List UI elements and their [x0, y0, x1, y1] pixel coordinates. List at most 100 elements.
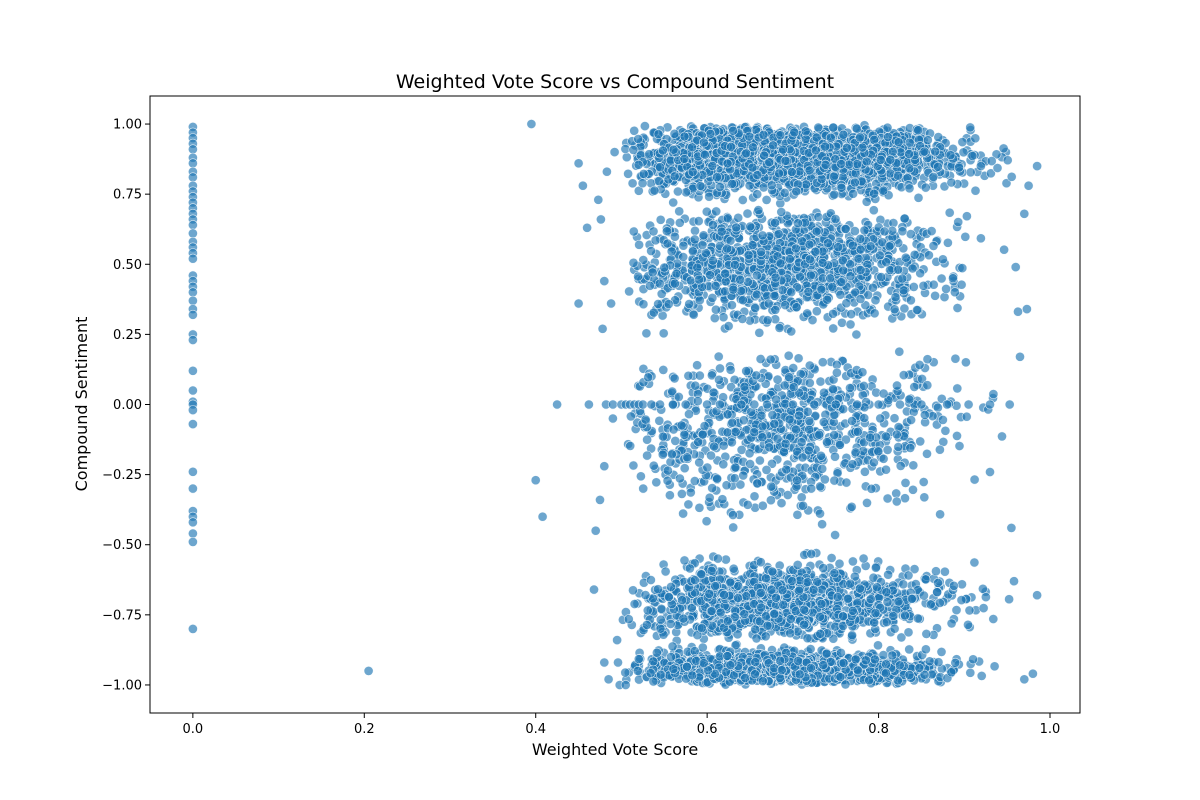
data-point: [626, 411, 636, 422]
data-point: [914, 359, 925, 370]
data-point: [815, 376, 826, 387]
data-point: [768, 140, 778, 151]
data-point: [628, 460, 639, 471]
data-point: [642, 434, 652, 445]
data-point: [922, 380, 933, 391]
data-point: [679, 131, 690, 142]
chart-title: Weighted Vote Score vs Compound Sentimen…: [396, 71, 834, 93]
data-point: [728, 522, 739, 533]
data-point: [1004, 594, 1014, 605]
data-point: [670, 278, 680, 289]
data-point: [988, 389, 999, 399]
data-point: [723, 321, 734, 331]
data-point: [752, 270, 762, 281]
data-point: [761, 464, 772, 475]
data-point: [720, 286, 730, 297]
data-point: [825, 273, 836, 284]
data-point: [893, 264, 904, 275]
data-point: [811, 226, 822, 237]
data-point: [738, 295, 748, 305]
data-point: [850, 177, 860, 188]
data-point: [642, 450, 652, 461]
data-point: [866, 483, 877, 494]
data-point: [774, 168, 784, 179]
data-point: [855, 233, 866, 244]
data-point: [709, 441, 719, 452]
data-point: [658, 328, 669, 339]
data-point: [779, 446, 789, 457]
data-point: [749, 491, 760, 502]
data-point: [847, 416, 857, 426]
data-point: [861, 196, 872, 207]
data-point: [643, 372, 654, 383]
data-point: [900, 493, 910, 504]
data-point: [825, 132, 836, 143]
data-point: [701, 206, 712, 217]
data-point: [638, 483, 649, 494]
data-point: [957, 137, 968, 147]
data-point: [733, 212, 744, 223]
data-point: [675, 473, 685, 484]
data-point: [939, 292, 950, 302]
data-point: [834, 558, 845, 569]
data-point: [943, 237, 953, 248]
data-point: [845, 319, 856, 330]
data-point: [837, 317, 847, 328]
data-point: [961, 357, 971, 368]
data-point: [953, 217, 964, 227]
data-point: [804, 416, 815, 426]
data-point: [701, 516, 712, 527]
data-point: [829, 430, 840, 440]
data-point: [728, 510, 738, 520]
data-point: [915, 436, 926, 447]
data-point: [930, 146, 941, 157]
data-point: [722, 427, 733, 438]
data-point: [730, 426, 741, 437]
data-point: [988, 614, 999, 624]
data-point: [678, 240, 689, 251]
data-point: [648, 307, 659, 318]
data-point: [842, 142, 852, 153]
data-point: [1001, 178, 1012, 189]
data-point: [904, 183, 915, 194]
data-point: [692, 396, 703, 406]
data-point: [878, 388, 889, 399]
data-point: [651, 477, 662, 488]
data-point: [648, 226, 659, 237]
data-point: [873, 446, 884, 457]
data-point: [841, 298, 852, 309]
data-point: [741, 366, 752, 376]
data-points: [187, 119, 1042, 690]
data-point: [776, 207, 787, 217]
data-point: [654, 415, 665, 426]
data-point: [653, 129, 664, 139]
data-point: [717, 494, 728, 505]
data-point: [940, 425, 951, 436]
data-point: [897, 226, 908, 237]
data-point: [828, 308, 838, 319]
data-point: [841, 477, 852, 488]
data-point: [881, 431, 891, 442]
data-point: [810, 246, 821, 257]
data-point: [816, 450, 826, 461]
data-point: [756, 246, 766, 257]
data-point: [699, 421, 710, 431]
data-point: [670, 231, 680, 242]
data-point: [628, 257, 639, 268]
data-point: [918, 280, 929, 291]
data-point: [876, 272, 887, 282]
data-point: [633, 159, 644, 170]
data-point: [792, 475, 802, 486]
data-point: [985, 467, 995, 477]
data-point: [727, 178, 737, 189]
data-point: [763, 298, 774, 309]
data-point: [820, 159, 831, 170]
data-point: [775, 130, 786, 141]
data-point: [847, 459, 858, 470]
data-point: [625, 440, 636, 451]
data-point: [805, 270, 816, 281]
data-point: [817, 257, 828, 268]
data-point: [871, 562, 881, 573]
data-point: [743, 249, 754, 260]
data-point: [694, 457, 705, 468]
